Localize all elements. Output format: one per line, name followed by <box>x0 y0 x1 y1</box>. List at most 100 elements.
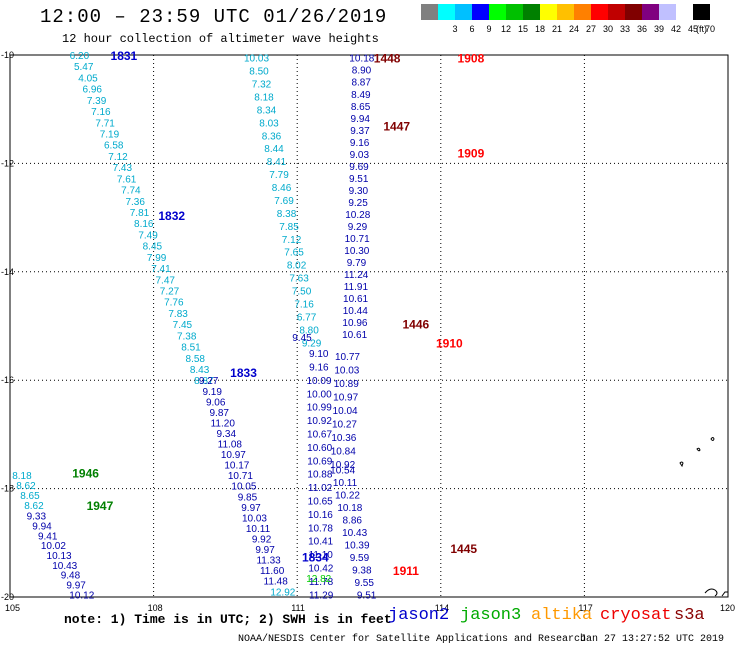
scale-swatch <box>574 4 591 20</box>
pass-number-label: 1832 <box>158 209 185 223</box>
note-text: note: 1) Time is in UTC; 2) SWH is in fe… <box>64 612 392 627</box>
wave-height-value: 7.99 <box>147 253 167 264</box>
wave-height-value: 9.94 <box>32 522 52 533</box>
wave-height-value: 10.05 <box>231 482 256 493</box>
wave-height-value: 8.49 <box>351 90 371 101</box>
wave-height-value: 10.11 <box>246 524 271 535</box>
wave-height-value: 7.81 <box>130 208 150 219</box>
wave-height-value: 7.19 <box>100 129 120 140</box>
page-subtitle: 12 hour collection of altimeter wave hei… <box>62 32 379 46</box>
wave-height-value: 10.03 <box>334 365 359 376</box>
wave-height-value: 10.88 <box>307 470 332 481</box>
footer-timestamp: Jan 27 13:27:52 UTC 2019 <box>580 634 725 645</box>
wave-height-value: 8.90 <box>352 66 372 77</box>
scale-swatch <box>557 4 574 20</box>
wave-height-value: 8.86 <box>343 515 363 526</box>
scale-label: 3 <box>452 24 458 34</box>
wave-height-value: 11.29 <box>309 590 334 601</box>
wave-height-value: 9.38 <box>352 565 372 576</box>
wave-height-value: 10.39 <box>345 540 370 551</box>
scale-swatch <box>421 4 438 20</box>
wave-height-value: 8.18 <box>12 471 32 482</box>
pass-number-label: 1834 <box>302 550 329 564</box>
lat-tick-label: -14 <box>1 267 14 277</box>
wave-height-value: 9.16 <box>350 138 370 149</box>
scale-unit: (ft) <box>696 24 707 34</box>
wave-height-value: 9.27 <box>199 376 219 387</box>
scale-swatch <box>625 4 642 20</box>
wave-height-value: 8.58 <box>186 354 206 365</box>
wave-height-value: 11.78 <box>309 577 334 588</box>
wave-height-value: 7.16 <box>294 299 314 310</box>
wave-height-value: 9.97 <box>66 580 86 591</box>
wave-height-value: 7.41 <box>151 264 171 275</box>
wave-height-value: 10.61 <box>342 330 367 341</box>
wave-height-value: 10.84 <box>331 447 356 458</box>
wave-height-value: 10.18 <box>337 503 362 514</box>
coastline-shape <box>721 591 728 597</box>
wave-height-value: 9.25 <box>348 198 368 209</box>
wave-height-value: 10.22 <box>335 491 360 502</box>
legend-altika: altika <box>531 606 592 625</box>
scale-label: 42 <box>670 24 681 34</box>
pass-number-label: 1831 <box>111 49 138 63</box>
island-shape <box>696 447 701 452</box>
scale-swatch <box>676 4 693 20</box>
wave-height-value: 10.92 <box>330 460 355 471</box>
legend-label: jason3 <box>460 606 522 625</box>
wave-height-value: 8.80 <box>299 325 319 336</box>
wave-height-value: 9.37 <box>350 126 370 137</box>
scale-swatch <box>506 4 523 20</box>
wave-height-value: 8.45 <box>143 242 163 253</box>
wave-height-value: 8.36 <box>262 131 282 142</box>
wave-height-value: 11.91 <box>344 282 369 293</box>
footer-credit: NOAA/NESDIS Center for Satellite Applica… <box>238 634 587 645</box>
scale-label: 45 <box>687 24 698 34</box>
wave-height-value: 12.92 <box>270 588 295 599</box>
wave-height-value: 8.44 <box>264 144 284 155</box>
wave-height-value: 9.92 <box>252 535 272 546</box>
wave-height-value: 10.78 <box>308 523 333 534</box>
wave-height-value: 8.43 <box>190 365 210 376</box>
wave-height-value: 10.97 <box>221 450 246 461</box>
legend-jason2: jason2 <box>388 606 449 625</box>
coastline-shape <box>704 588 718 597</box>
lat-tick-label: -10 <box>1 50 14 60</box>
wave-height-value: 9.85 <box>238 492 258 503</box>
pass-number-label: 1908 <box>458 52 485 66</box>
wave-height-value: 8.41 <box>267 157 287 168</box>
scale-swatch <box>472 4 489 20</box>
scale-label: 12 <box>500 24 511 34</box>
pass-number-label: 1833 <box>230 366 257 380</box>
legend-label: s3a <box>674 606 705 625</box>
wave-height-value: 11.20 <box>211 418 236 429</box>
scale-label: 24 <box>568 24 579 34</box>
wave-height-value: 11.33 <box>256 556 281 567</box>
wave-height-value: 7.61 <box>117 174 137 185</box>
scale-label: 70 <box>704 24 715 34</box>
pass-number-label: 1446 <box>403 317 430 331</box>
wave-height-value: 6.58 <box>104 141 124 152</box>
wave-height-value: 8.50 <box>249 67 269 78</box>
wave-height-value: 5.47 <box>74 62 94 73</box>
wave-height-value: 9.29 <box>302 338 322 349</box>
wave-height-value: 10.36 <box>331 433 356 444</box>
wave-height-value: 9.33 <box>27 512 47 523</box>
wave-height-value: 10.27 <box>332 420 357 431</box>
wave-height-value: 6.77 <box>297 312 317 323</box>
scale-label: 27 <box>585 24 596 34</box>
wave-height-value: 7.63 <box>289 274 309 285</box>
map-frame <box>9 54 729 598</box>
wave-height-value: 8.62 <box>24 501 44 512</box>
scale-swatch <box>608 4 625 20</box>
wave-height-value: 8.02 <box>287 261 307 272</box>
wave-height-value: 10.71 <box>228 471 253 482</box>
island-shape <box>679 461 684 468</box>
wave-height-value: 10.89 <box>334 379 359 390</box>
wave-height-value: 8.65 <box>20 491 40 502</box>
wave-height-value: 10.41 <box>308 537 333 548</box>
pass-number-label: 1947 <box>87 499 114 513</box>
wave-height-value: 10.67 <box>307 429 332 440</box>
wave-height-value: 11.10 <box>309 550 334 561</box>
pass-labels: 1831 1832 1833 1834 1946 1947 1448 1447 1446 1445… <box>72 49 484 578</box>
